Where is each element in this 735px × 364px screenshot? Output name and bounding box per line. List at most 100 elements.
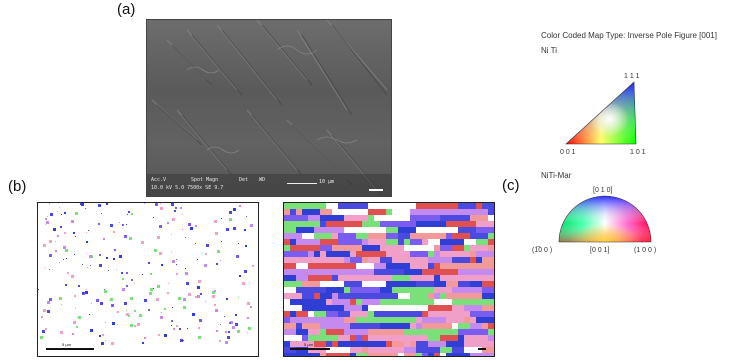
map-pixel — [172, 218, 175, 221]
map-pixel — [308, 329, 314, 335]
map-pixel — [428, 287, 434, 293]
map-pixel — [232, 326, 235, 329]
map-pixel — [482, 311, 488, 317]
map-pixel — [122, 288, 125, 291]
map-scale-text-right: 5 µm — [304, 342, 313, 347]
map-pixel — [154, 249, 157, 252]
map-pixel — [476, 239, 482, 245]
map-pixel — [183, 298, 186, 301]
map-pixel — [374, 341, 380, 347]
map-pixel — [159, 225, 162, 228]
map-pixel — [446, 203, 452, 209]
map-pixel — [59, 297, 62, 300]
map-pixel — [386, 317, 392, 323]
map-pixel — [344, 323, 350, 329]
map-pixel — [142, 342, 144, 344]
map-pixel — [171, 325, 172, 326]
map-pixel — [398, 245, 404, 251]
map-pixel — [440, 341, 446, 347]
map-pixel — [225, 331, 227, 333]
map-pixel — [338, 209, 344, 215]
map-pixel — [350, 287, 356, 293]
map-pixel — [470, 329, 476, 335]
map-pixel — [440, 203, 446, 209]
map-pixel — [488, 341, 494, 347]
sem-info-spot: Spot Magn — [191, 177, 219, 183]
map-pixel — [302, 239, 308, 245]
map-pixel — [380, 353, 386, 356]
map-pixel — [290, 317, 296, 323]
map-pixel — [464, 203, 470, 209]
map-pixel — [338, 281, 344, 287]
map-pixel — [392, 215, 398, 221]
map-pixel — [482, 293, 488, 299]
map-pixel — [74, 295, 76, 297]
map-pixel — [356, 323, 362, 329]
map-pixel — [422, 245, 428, 251]
map-pixel — [296, 251, 302, 257]
map-pixel — [410, 245, 416, 251]
map-pixel — [338, 227, 344, 233]
map-pixel — [158, 334, 160, 336]
map-pixel — [198, 327, 200, 329]
map-pixel — [314, 353, 320, 356]
map-pixel — [326, 305, 332, 311]
map-pixel — [102, 334, 104, 336]
map-pixel — [40, 336, 43, 339]
map-pixel — [368, 203, 374, 209]
map-pixel — [446, 341, 452, 347]
map-pixel — [344, 275, 350, 281]
map-pixel — [434, 311, 440, 317]
map-pixel — [458, 221, 464, 227]
map-pixel — [344, 311, 350, 317]
map-pixel — [344, 335, 350, 341]
map-pixel — [392, 293, 398, 299]
map-pixel — [368, 329, 374, 335]
ipf-label-010: [0 1 0] — [593, 187, 613, 194]
map-pixel — [153, 217, 154, 218]
map-pixel — [296, 275, 302, 281]
map-pixel — [314, 341, 320, 347]
map-pixel — [314, 269, 320, 275]
map-pixel — [332, 239, 338, 245]
map-pixel — [350, 221, 356, 227]
map-pixel — [356, 245, 362, 251]
map-pixel — [440, 215, 446, 221]
map-pixel — [410, 269, 416, 275]
map-pixel — [422, 335, 428, 341]
map-pixel — [88, 230, 89, 231]
map-pixel — [49, 298, 52, 301]
map-pixel — [464, 245, 470, 251]
map-pixel — [476, 275, 482, 281]
map-pixel — [338, 257, 344, 263]
map-pixel — [284, 233, 290, 239]
map-pixel — [171, 234, 172, 235]
map-pixel — [392, 335, 398, 341]
map-pixel — [326, 299, 332, 305]
map-scale-text-left: 5 µm — [62, 342, 71, 347]
map-pixel — [296, 245, 302, 251]
map-pixel — [488, 335, 494, 341]
map-pixel — [344, 353, 350, 356]
map-pixel — [458, 263, 464, 269]
map-pixel — [392, 227, 398, 233]
map-pixel — [452, 227, 458, 233]
map-pixel — [440, 221, 446, 227]
map-pixel — [458, 341, 464, 347]
map-pixel — [380, 305, 386, 311]
map-pixel — [338, 215, 344, 221]
map-pixel — [446, 311, 452, 317]
map-pixel — [416, 287, 422, 293]
map-pixel — [464, 251, 470, 257]
map-pixel — [482, 215, 488, 221]
map-pixel — [380, 341, 386, 347]
map-pixel — [350, 233, 356, 239]
map-pixel — [126, 310, 127, 311]
map-pixel — [386, 221, 392, 227]
map-pixel — [404, 293, 410, 299]
map-pixel — [180, 339, 183, 342]
map-pixel — [98, 223, 100, 225]
map-pixel — [398, 215, 404, 221]
map-pixel — [404, 269, 410, 275]
map-pixel — [350, 251, 356, 257]
